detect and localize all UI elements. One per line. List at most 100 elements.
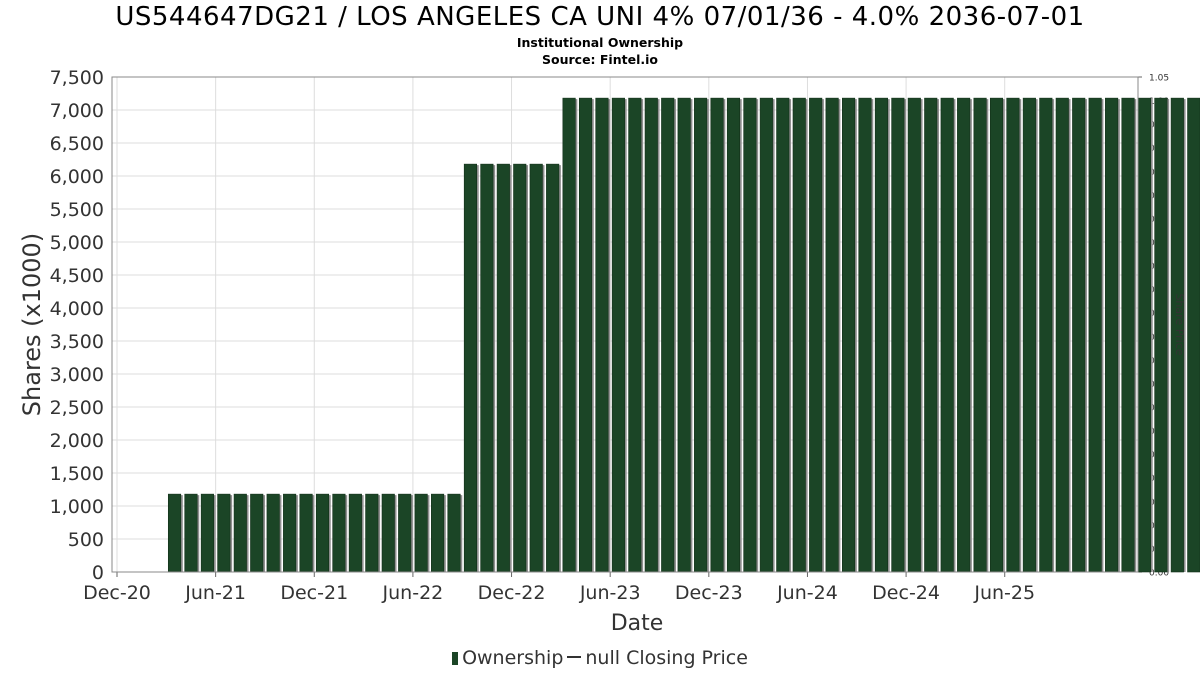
y-tick-label: 2,000	[50, 430, 104, 452]
ownership-bar	[595, 97, 609, 573]
ownership-bar	[611, 97, 625, 573]
ownership-bar	[661, 97, 675, 573]
ownership-bar	[578, 97, 593, 573]
x-tick-label: Dec-20	[83, 582, 151, 604]
ownership-bar	[973, 97, 987, 573]
y-tick-label: 6,500	[50, 133, 104, 155]
x-tick-label: Jun-23	[579, 582, 641, 604]
ownership-bar	[283, 493, 297, 573]
ownership-bar	[677, 97, 691, 573]
ownership-bar	[562, 97, 576, 573]
ownership-bar	[1105, 97, 1119, 573]
y-tick-label: 2,500	[50, 397, 104, 419]
ownership-bar	[940, 97, 954, 573]
ownership-bar	[891, 97, 905, 573]
y-tick-label: 5,000	[50, 232, 104, 254]
ownership-bar	[315, 493, 330, 573]
ownership-bar	[381, 493, 395, 573]
chart-source: Source: Fintel.io	[542, 52, 658, 67]
ownership-bar	[250, 493, 264, 573]
ownership-bar	[233, 493, 247, 573]
x-tick-label: Dec-21	[280, 582, 348, 604]
y-tick-label: 1,000	[50, 496, 104, 518]
ownership-bar	[447, 493, 461, 573]
ownership-bar	[1137, 97, 1152, 573]
ownership-bar	[1154, 97, 1168, 573]
x-tick-label: Jun-22	[382, 582, 444, 604]
y2-tick-label: 0.00	[1149, 569, 1169, 579]
ownership-bar	[874, 97, 888, 573]
ownership-bar	[348, 493, 362, 573]
y-tick-label: 5,500	[50, 199, 104, 221]
y-tick-label: 7,000	[50, 100, 104, 122]
ownership-bar	[299, 493, 313, 573]
x-tick-label: Jun-24	[776, 582, 838, 604]
ownership-bar	[463, 163, 477, 573]
ownership-bar	[184, 493, 198, 573]
ownership-bar	[809, 97, 823, 573]
y-tick-label: 3,000	[50, 364, 104, 386]
ownership-bar	[957, 97, 971, 573]
ownership-bar	[842, 97, 856, 573]
x-tick-label: Jun-21	[184, 582, 246, 604]
ownership-bar	[1170, 97, 1184, 573]
ownership-bar	[628, 97, 642, 573]
price-legend-label: null Closing Price	[585, 647, 748, 669]
ownership-bar	[1055, 97, 1069, 573]
ownership-bar	[1022, 97, 1036, 573]
ownership-bar	[546, 163, 560, 573]
ownership-bar	[513, 163, 527, 573]
y2-axis-title: Share Price	[1173, 293, 1186, 355]
y-tick-label: 500	[68, 529, 104, 551]
ownership-bar	[496, 163, 510, 573]
ownership-bar	[414, 493, 428, 573]
y-tick-label: 0	[92, 562, 104, 584]
ownership-bar	[1006, 97, 1020, 573]
ownership-bar	[792, 97, 806, 573]
y-tick-label: 4,500	[50, 265, 104, 287]
ownership-bar	[1039, 97, 1053, 573]
y-tick-label: 4,000	[50, 298, 104, 320]
price-legend-line	[567, 656, 582, 658]
x-tick-label: Dec-24	[872, 582, 940, 604]
x-tick-label: Dec-22	[478, 582, 546, 604]
ownership-legend-swatch	[452, 652, 459, 665]
ownership-bar	[167, 493, 182, 573]
ownership-bar	[858, 97, 872, 573]
ownership-bar	[332, 493, 346, 573]
ownership-bar	[398, 493, 412, 573]
ownership-bar	[924, 97, 938, 573]
plot-frame	[111, 76, 1139, 573]
y-tick-label: 3,500	[50, 331, 104, 353]
chart-title: US544647DG21 / LOS ANGELES CA UNI 4% 07/…	[115, 2, 1085, 32]
ownership-bar	[743, 97, 757, 573]
ownership-bar	[266, 493, 280, 573]
ownership-bar	[1121, 97, 1135, 573]
ownership-bar	[217, 493, 231, 573]
ownership-bar	[529, 163, 543, 573]
y-tick-label: 1,500	[50, 463, 104, 485]
ownership-bar	[200, 493, 214, 573]
ownership-bar	[989, 97, 1004, 573]
x-axis-title: Date	[611, 611, 664, 636]
ownership-bar	[694, 97, 708, 573]
ownership-bar	[365, 493, 379, 573]
ownership-bar	[907, 97, 921, 573]
y-tick-label: 7,500	[50, 67, 104, 89]
ownership-bar	[1088, 97, 1102, 573]
ownership-bar	[431, 493, 445, 573]
ownership-bar	[759, 97, 773, 573]
chart-legend: Ownership null Closing Price	[0, 647, 1200, 669]
ownership-bar	[1072, 97, 1086, 573]
ownership-bar	[1187, 97, 1200, 573]
y-axis-title: Shares (x1000)	[18, 233, 46, 416]
ownership-bar	[710, 97, 724, 573]
chart-subtitle: Institutional Ownership	[516, 35, 684, 50]
ownership-bar	[776, 97, 790, 573]
ownership-bar	[726, 97, 741, 573]
ownership-bar	[480, 163, 494, 573]
y2-tick-label: 1.05	[1149, 74, 1169, 84]
x-tick-label: Jun-25	[973, 582, 1035, 604]
ownership-bar	[825, 97, 839, 573]
